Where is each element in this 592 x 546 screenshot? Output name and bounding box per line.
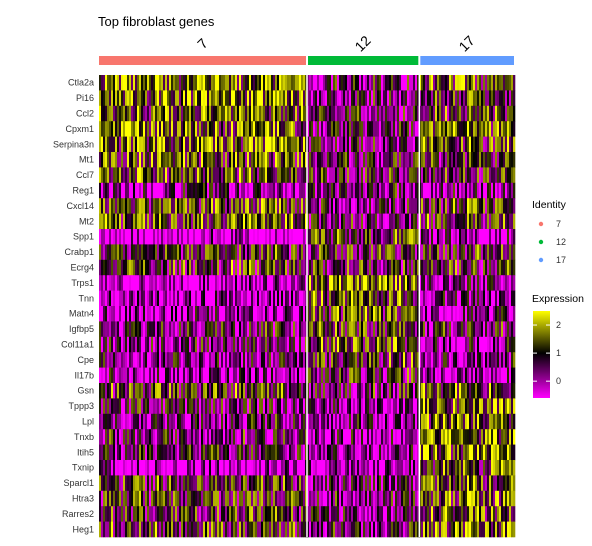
chart-title: Top fibroblast genes (98, 14, 215, 29)
gene-label-Rarres2: Rarres2 (62, 509, 94, 519)
gene-label-Serpina3n: Serpina3n (53, 139, 94, 149)
gene-label-Tnn: Tnn (78, 293, 94, 303)
expression-legend: Expression 2 1 0 (532, 293, 584, 398)
gene-label-Heg1: Heg1 (72, 524, 94, 534)
gene-label-Il17b: Il17b (74, 370, 94, 380)
cluster-bar-12 (308, 56, 419, 65)
cluster-bars: 7 12 17 (99, 32, 514, 65)
gene-label-Htra3: Htra3 (72, 494, 94, 504)
identity-label-12: 12 (556, 237, 566, 247)
gene-label-Mt1: Mt1 (79, 155, 94, 165)
expression-colorbar (533, 311, 550, 398)
gene-label-Tppp3: Tppp3 (68, 401, 94, 411)
gene-label-Tnxb: Tnxb (74, 432, 94, 442)
heatmap-grid (99, 75, 516, 538)
gene-label-Cpxm1: Cpxm1 (65, 124, 94, 134)
gene-label-Ccl2: Ccl2 (76, 109, 94, 119)
gene-label-Itih5: Itih5 (77, 447, 94, 457)
gene-labels: Ctla2a Pi16 Ccl2 Cpxm1 Serpina3n Mt1 Ccl7 Reg1 C… (53, 78, 94, 535)
cluster-label-7: 7 (194, 35, 211, 52)
gene-label-Pi16: Pi16 (76, 93, 94, 103)
gene-label-Igfbp5: Igfbp5 (69, 324, 94, 334)
gene-label-Reg1: Reg1 (72, 186, 94, 196)
gene-label-Sparcl1: Sparcl1 (63, 478, 94, 488)
gene-label-Ccl7: Ccl7 (76, 170, 94, 180)
expression-tick-2: 2 (556, 320, 561, 330)
identity-legend: Identity 7 12 17 (532, 199, 567, 265)
gene-label-Crabp1: Crabp1 (64, 247, 94, 257)
expression-tick-0: 0 (556, 376, 561, 386)
gene-label-Spp1: Spp1 (73, 232, 94, 242)
gene-label-Matn4: Matn4 (69, 309, 94, 319)
cluster-bar-7 (99, 56, 306, 65)
gene-label-Txnip: Txnip (72, 463, 94, 473)
expression-tick-1: 1 (556, 348, 561, 358)
cluster-label-17: 17 (455, 32, 477, 54)
gene-label-Mt2: Mt2 (79, 216, 94, 226)
gene-label-Ctla2a: Ctla2a (68, 78, 94, 88)
identity-key-12 (538, 239, 544, 245)
gene-label-Col11a1: Col11a1 (61, 340, 94, 350)
identity-label-17: 17 (556, 255, 566, 265)
gene-label-Trps1: Trps1 (71, 278, 94, 288)
gene-label-Cxcl14: Cxcl14 (66, 201, 94, 211)
identity-legend-title: Identity (532, 199, 567, 211)
expression-legend-title: Expression (532, 293, 584, 305)
gene-label-Ecrg4: Ecrg4 (70, 263, 94, 273)
identity-key-17 (538, 257, 544, 263)
gene-label-Cpe: Cpe (77, 355, 94, 365)
cluster-label-12: 12 (351, 32, 373, 54)
identity-label-7: 7 (556, 219, 561, 229)
cluster-bar-17 (420, 56, 514, 65)
identity-key-7 (538, 221, 544, 227)
gene-label-Lpl: Lpl (82, 417, 94, 427)
gene-label-Gsn: Gsn (77, 386, 94, 396)
